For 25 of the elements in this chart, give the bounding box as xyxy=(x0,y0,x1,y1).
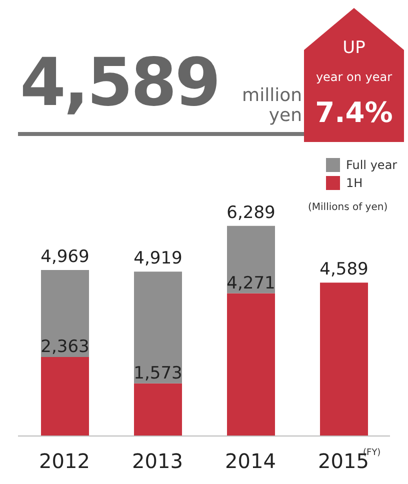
total-label: 4,969 xyxy=(40,246,90,267)
data-label: 2,363 xyxy=(40,337,90,358)
text: million yen xyxy=(241,85,302,126)
text: 4,589 xyxy=(20,44,219,121)
text: 7.4% xyxy=(314,96,394,129)
bar xyxy=(134,383,182,436)
total-label: 4,589 xyxy=(320,260,368,280)
legend-label: Full year xyxy=(346,158,398,172)
text: (Millions of yen) xyxy=(308,202,388,213)
bar xyxy=(41,357,89,436)
data-label: 4,271 xyxy=(226,273,276,294)
bar xyxy=(134,272,182,384)
x-tick-label: 2012 xyxy=(39,449,90,474)
x-tick-label: 2013 xyxy=(132,449,183,474)
bar xyxy=(320,282,368,436)
data-label: 1,573 xyxy=(134,363,182,384)
total-label: 4,919 xyxy=(134,248,182,269)
x-tick-label: 2014 xyxy=(225,449,276,474)
text: UP xyxy=(342,38,366,58)
bar xyxy=(41,270,89,358)
total-label: 6,289 xyxy=(226,202,276,223)
legend-label: 1H xyxy=(346,176,363,190)
bar xyxy=(227,293,275,436)
bar xyxy=(227,226,275,294)
text: year on year xyxy=(314,70,394,84)
